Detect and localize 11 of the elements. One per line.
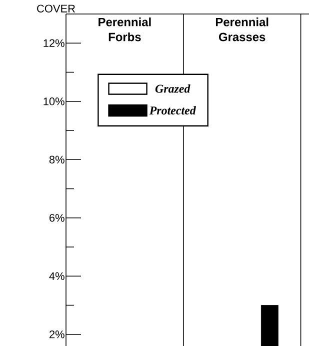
y-tick-label: 10% bbox=[44, 97, 64, 106]
y-tick-label: 6% bbox=[50, 214, 64, 222]
y-tick-label: 2% bbox=[50, 330, 64, 338]
y-tick-label: 4% bbox=[49, 272, 64, 280]
y-tick-label: 8% bbox=[49, 156, 64, 164]
y-axis-title: COVER bbox=[37, 4, 75, 12]
legend-label: Grazed bbox=[155, 84, 190, 93]
y-tick-label: 12% bbox=[44, 39, 64, 47]
x-tick-label: Perennial Grasses bbox=[216, 18, 268, 42]
legend-label: Protected bbox=[149, 106, 196, 115]
x-tick-label: Perennial Forbs bbox=[98, 18, 151, 42]
